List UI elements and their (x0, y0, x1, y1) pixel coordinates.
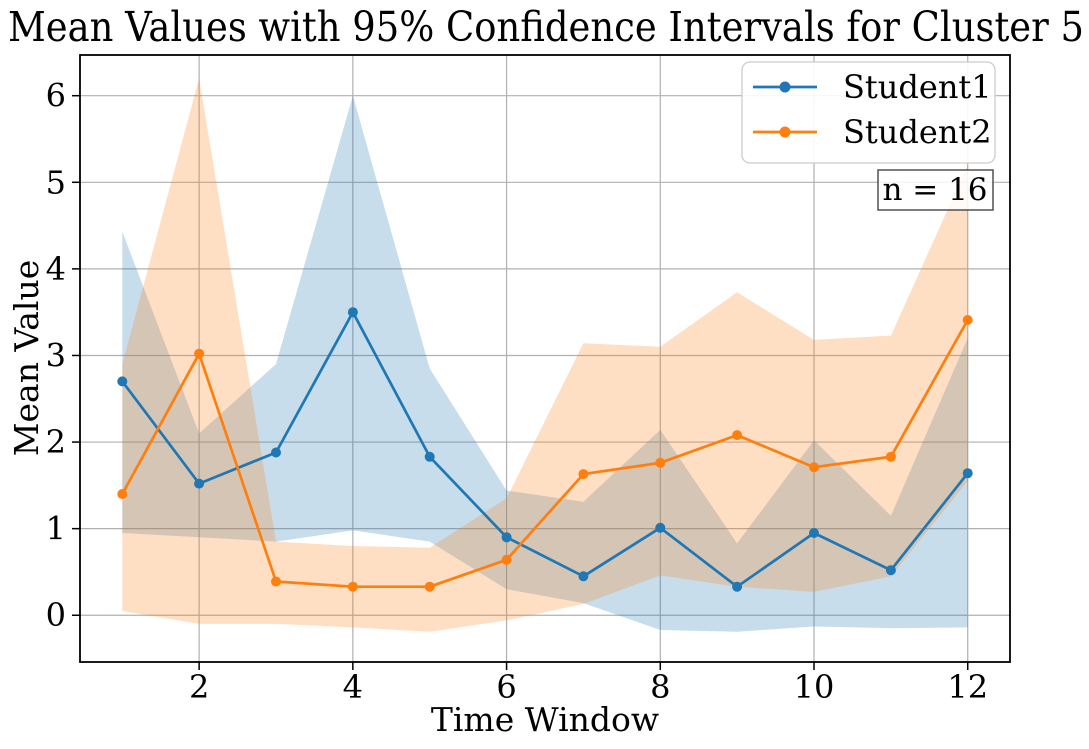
confidence-bands (122, 78, 968, 632)
annotation-box (877, 169, 994, 211)
x-tick-label: 12 (947, 668, 988, 706)
data-point-student2 (809, 462, 819, 473)
gridlines (80, 55, 1010, 662)
x-tick-label: 8 (650, 668, 670, 706)
legend-sample-marker-student1 (779, 81, 791, 93)
data-point-student1 (501, 532, 512, 543)
y-tick-label: 2 (46, 423, 66, 461)
legend-samples (753, 81, 817, 138)
data-point-student1 (578, 571, 589, 582)
data-point-student1 (271, 447, 281, 458)
data-point-student2 (424, 581, 435, 592)
data-point-student1 (732, 581, 743, 592)
legend-sample-marker-student2 (779, 126, 791, 138)
x-tick-label: 10 (794, 668, 835, 706)
data-point-student2 (655, 457, 666, 468)
data-point-student2 (117, 489, 128, 499)
chart-title: Mean Values with 95% Confidence Interval… (8, 3, 1084, 51)
confidence-band-student1 (122, 95, 968, 632)
data-point-student1 (809, 528, 819, 538)
x-tick-label: 2 (189, 668, 209, 706)
data-point-student2 (578, 469, 589, 480)
data-point-student1 (655, 522, 666, 533)
mean-line-student2 (121, 319, 969, 589)
y-tick-label: 5 (46, 163, 66, 201)
x-axis-label: Time Window (431, 700, 659, 739)
data-point-student1 (424, 451, 435, 462)
data-point-student2 (732, 430, 743, 441)
plot-border (79, 54, 1011, 663)
data-point-student1 (962, 468, 973, 479)
legend-label-student1: Student1 (843, 68, 992, 106)
data-point-student2 (962, 315, 973, 325)
y-tick-label: 3 (46, 336, 66, 374)
data-point-student1 (117, 376, 128, 387)
mean-line-student1 (121, 310, 969, 589)
legend: Student1 Student2 (741, 61, 996, 164)
data-point-student1 (194, 478, 205, 489)
y-tick-label: 6 (46, 77, 66, 115)
legend-label-student2: Student2 (843, 113, 992, 151)
data-point-student1 (347, 307, 358, 318)
x-tick-label: 6 (496, 668, 516, 706)
y-tick-label: 1 (46, 510, 66, 548)
confidence-band-student2 (122, 78, 968, 632)
data-point-student2 (501, 554, 512, 565)
y-tick-label: 0 (46, 596, 66, 634)
data-point-student2 (885, 451, 896, 462)
x-tick-label: 4 (343, 668, 363, 706)
data-point-student2 (347, 581, 358, 592)
data-point-student1 (885, 565, 896, 576)
data-point-student2 (271, 576, 281, 587)
y-tick-label: 4 (46, 250, 66, 288)
data-point-student2 (194, 348, 205, 359)
series-lines (117, 307, 973, 592)
annotation: n = 16 (877, 169, 994, 211)
annotation-text: n = 16 (882, 172, 987, 208)
y-axis-label: Mean Value (7, 260, 46, 457)
